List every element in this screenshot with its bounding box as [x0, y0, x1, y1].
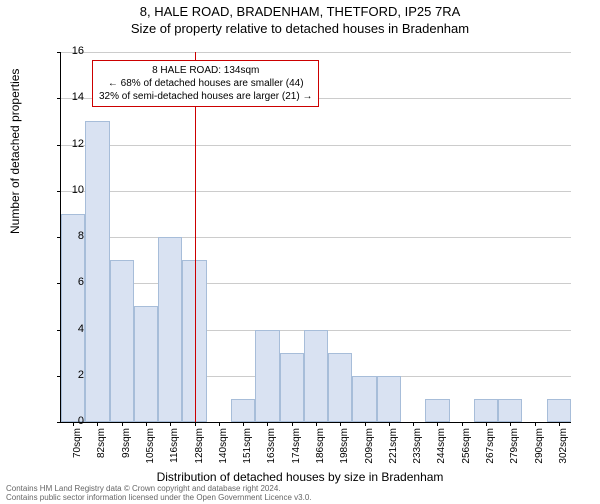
xtick-mark [243, 422, 244, 426]
xtick-mark [437, 422, 438, 426]
histogram-bar [280, 353, 304, 422]
ytick-label: 6 [54, 276, 84, 288]
xtick-label: 221sqm [388, 428, 399, 478]
gridline [61, 52, 571, 53]
histogram-bar [85, 121, 109, 422]
xtick-label: 151sqm [242, 428, 253, 478]
ytick-label: 8 [54, 230, 84, 242]
xtick-label: 290sqm [534, 428, 545, 478]
histogram-bar [498, 399, 522, 422]
histogram-bar [304, 330, 328, 423]
xtick-label: 256sqm [461, 428, 472, 478]
histogram-bar [547, 399, 571, 422]
ytick-label: 4 [54, 323, 84, 335]
xtick-mark [413, 422, 414, 426]
xtick-mark [535, 422, 536, 426]
histogram-bar [377, 376, 401, 422]
histogram-bar [231, 399, 255, 422]
subtitle: Size of property relative to detached ho… [0, 21, 600, 36]
ytick-label: 14 [54, 91, 84, 103]
histogram-bar [134, 306, 158, 422]
histogram-bar [110, 260, 134, 422]
xtick-label: 267sqm [485, 428, 496, 478]
footer-line2: Contains public sector information licen… [6, 493, 312, 503]
xtick-mark [146, 422, 147, 426]
xtick-mark [510, 422, 511, 426]
xtick-mark [219, 422, 220, 426]
histogram-bar [158, 237, 182, 422]
xtick-label: 233sqm [412, 428, 423, 478]
xtick-label: 279sqm [509, 428, 520, 478]
xtick-mark [340, 422, 341, 426]
gridline [61, 237, 571, 238]
footer-line1: Contains HM Land Registry data © Crown c… [6, 484, 312, 494]
xtick-label: 140sqm [218, 428, 229, 478]
xtick-mark [122, 422, 123, 426]
histogram-bar [61, 214, 85, 422]
xtick-mark [267, 422, 268, 426]
xtick-label: 128sqm [194, 428, 205, 478]
xtick-mark [559, 422, 560, 426]
histogram-plot [60, 52, 571, 423]
ytick-label: 10 [54, 184, 84, 196]
xtick-label: 174sqm [291, 428, 302, 478]
ytick-label: 12 [54, 138, 84, 150]
histogram-bar [474, 399, 498, 422]
gridline [61, 145, 571, 146]
histogram-bar [328, 353, 352, 422]
histogram-bar [425, 399, 449, 422]
annotation-box: 8 HALE ROAD: 134sqm ← 68% of detached ho… [92, 60, 319, 107]
y-axis-label: Number of detached properties [8, 69, 22, 234]
annotation-line2: ← 68% of detached houses are smaller (44… [99, 77, 312, 90]
annotation-line3: 32% of semi-detached houses are larger (… [99, 90, 312, 103]
annotation-line1: 8 HALE ROAD: 134sqm [99, 64, 312, 77]
xtick-label: 302sqm [558, 428, 569, 478]
xtick-label: 198sqm [339, 428, 350, 478]
xtick-mark [316, 422, 317, 426]
xtick-label: 244sqm [436, 428, 447, 478]
address-title: 8, HALE ROAD, BRADENHAM, THETFORD, IP25 … [0, 4, 600, 19]
xtick-mark [365, 422, 366, 426]
gridline [61, 191, 571, 192]
xtick-label: 93sqm [121, 428, 132, 478]
xtick-label: 186sqm [315, 428, 326, 478]
xtick-mark [486, 422, 487, 426]
histogram-bar [255, 330, 279, 423]
xtick-label: 70sqm [72, 428, 83, 478]
xtick-mark [462, 422, 463, 426]
xtick-label: 163sqm [266, 428, 277, 478]
xtick-mark [170, 422, 171, 426]
reference-line [195, 52, 196, 422]
ytick-label: 16 [54, 45, 84, 57]
xtick-mark [97, 422, 98, 426]
gridline [61, 283, 571, 284]
xtick-mark [195, 422, 196, 426]
ytick-label: 0 [54, 415, 84, 427]
xtick-label: 82sqm [96, 428, 107, 478]
footer-credits: Contains HM Land Registry data © Crown c… [6, 484, 312, 503]
xtick-mark [389, 422, 390, 426]
xtick-label: 116sqm [169, 428, 180, 478]
histogram-bar [352, 376, 376, 422]
chart-area [60, 52, 570, 422]
xtick-mark [292, 422, 293, 426]
ytick-label: 2 [54, 369, 84, 381]
xtick-label: 105sqm [145, 428, 156, 478]
xtick-label: 209sqm [364, 428, 375, 478]
